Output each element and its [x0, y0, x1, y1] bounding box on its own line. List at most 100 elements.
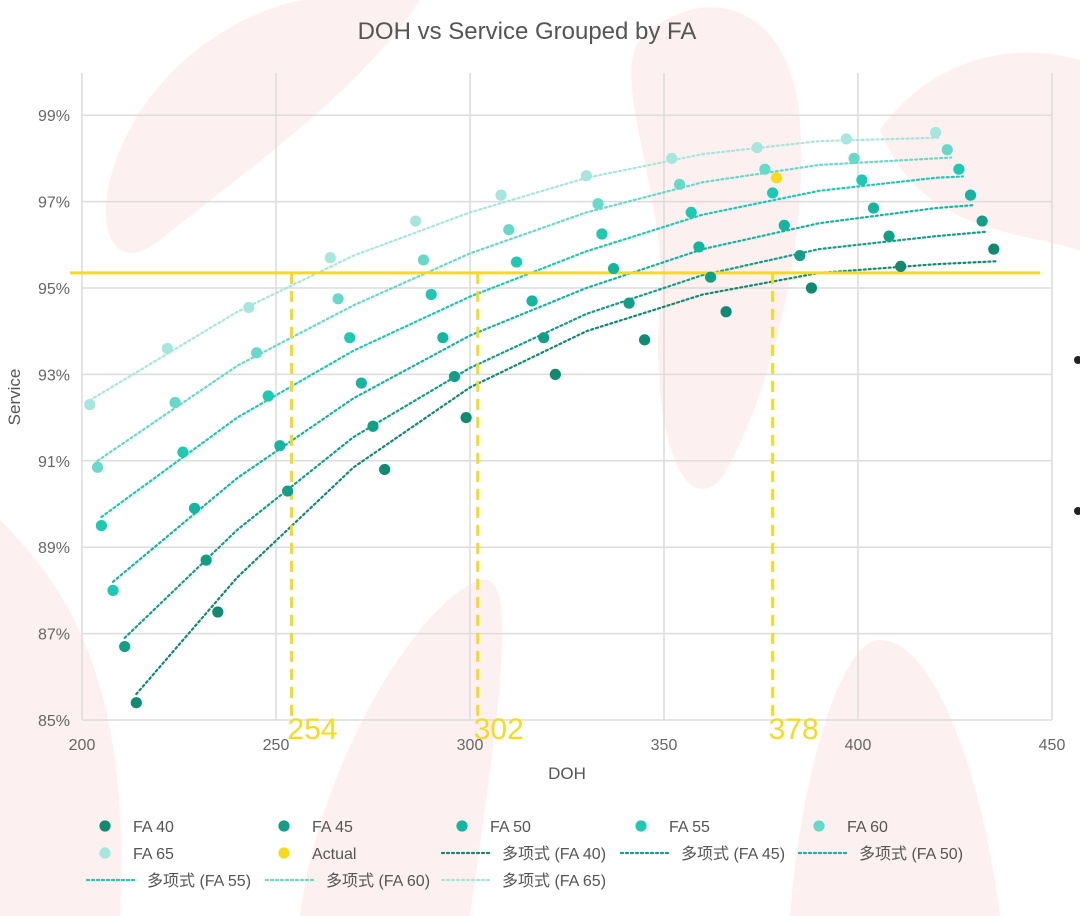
trendline-fa55	[100, 175, 964, 519]
point-fa40	[379, 463, 391, 476]
point-fa65	[495, 189, 507, 201]
point-fa40	[549, 368, 561, 380]
x-tick-label: 400	[845, 737, 872, 754]
point-fa60	[169, 396, 181, 409]
point-fa65	[84, 399, 96, 411]
point-fa50	[437, 332, 449, 344]
y-tick-label: 89%	[38, 540, 70, 557]
point-fa50	[778, 219, 790, 231]
point-fa40	[720, 306, 732, 318]
x-tick-label: 300	[457, 737, 484, 754]
y-tick-label: 91%	[38, 454, 70, 471]
point-fa45	[282, 485, 294, 497]
legend-label: FA 45	[312, 819, 353, 836]
point-fa40	[130, 697, 142, 709]
legend-marker-fa45	[278, 820, 290, 832]
trendlines	[88, 136, 999, 696]
point-fa40	[639, 334, 651, 346]
point-fa45	[200, 554, 212, 566]
chart-title: DOH vs Service Grouped by FA	[358, 18, 697, 45]
point-fa50	[964, 189, 977, 201]
point-fa50	[188, 502, 201, 514]
x-tick-label: 450	[1039, 737, 1066, 754]
background-shape-right	[631, 7, 802, 489]
point-fa40	[988, 243, 1000, 255]
background-shape-bottom-left	[0, 520, 122, 916]
legend-label: 多项式 (FA 65)	[502, 872, 606, 890]
point-fa55	[107, 584, 119, 597]
x-tick-label: 250	[263, 737, 290, 754]
legend-label: Actual	[312, 846, 356, 863]
point-fa55	[425, 288, 437, 301]
y-tick-label: 87%	[38, 627, 70, 644]
point-fa40	[212, 606, 224, 618]
trendline-fa50	[111, 204, 976, 583]
point-fa45	[448, 370, 461, 383]
point-fa45	[367, 420, 379, 432]
point-fa55	[95, 520, 107, 532]
point-fa50	[693, 241, 705, 253]
point-fa60	[941, 144, 953, 156]
point-fa65	[930, 126, 942, 139]
point-fa55	[856, 174, 868, 186]
point-fa65	[580, 170, 593, 182]
point-fa45	[883, 230, 895, 242]
legend-label: FA 60	[847, 819, 888, 836]
trendline-fa65	[88, 136, 941, 402]
trendline-fa60	[96, 156, 953, 462]
point-fa65	[161, 342, 173, 355]
legend-label: 多项式 (FA 45)	[681, 845, 785, 863]
point-fa45	[623, 297, 635, 309]
legend-label: 多项式 (FA 60)	[326, 872, 430, 890]
doh-marker-label: 302	[474, 713, 524, 746]
point-fa40	[895, 260, 907, 272]
y-tick-label: 85%	[38, 713, 70, 730]
point-fa55	[685, 206, 697, 218]
x-tick-label: 200	[69, 737, 96, 754]
point-fa60	[503, 224, 515, 236]
point-fa45	[704, 271, 717, 283]
legend-marker-actual	[278, 847, 290, 859]
point-fa65	[324, 252, 336, 264]
point-fa50	[355, 377, 367, 389]
legend-label: FA 65	[133, 846, 174, 863]
trendline-fa40	[135, 260, 999, 696]
legend-marker-fa55	[635, 820, 647, 832]
point-fa55	[344, 332, 356, 344]
point-fa45	[119, 640, 131, 653]
legend-marker-fa40	[99, 820, 111, 832]
legend-label: FA 40	[133, 819, 174, 836]
data-points	[84, 126, 1000, 709]
y-tick-label: 93%	[38, 367, 70, 384]
point-fa50	[867, 202, 880, 214]
point-actual	[770, 172, 783, 184]
x-axis: 200 250 300 350 400 450	[69, 737, 1066, 754]
point-fa45	[538, 332, 550, 344]
legend-label: 多项式 (FA 55)	[147, 872, 251, 890]
legend-marker-fa65	[99, 847, 111, 859]
y-axis-label: Service	[5, 369, 24, 426]
x-axis-label: DOH	[548, 764, 586, 783]
doh-marker-label: 378	[769, 713, 819, 746]
point-fa65	[751, 142, 763, 154]
legend-label: FA 55	[669, 819, 710, 836]
point-fa55	[262, 390, 274, 402]
point-fa60	[332, 293, 344, 305]
point-fa65	[410, 215, 422, 227]
point-fa65	[666, 152, 678, 164]
legend-label: 多项式 (FA 50)	[859, 845, 963, 863]
point-fa60	[91, 461, 104, 473]
point-fa55	[767, 187, 779, 199]
doh-marker-label: 254	[288, 713, 338, 746]
legend-marker-fa60	[813, 820, 825, 832]
trendline-fa45	[123, 230, 988, 639]
background-shape-bottom-mid	[300, 579, 503, 916]
y-tick-label: 99%	[38, 108, 70, 125]
point-fa65	[840, 133, 852, 145]
point-fa60	[759, 163, 771, 175]
point-fa60	[251, 347, 263, 359]
point-fa45	[794, 250, 806, 262]
legend-marker-fa50	[456, 820, 468, 832]
